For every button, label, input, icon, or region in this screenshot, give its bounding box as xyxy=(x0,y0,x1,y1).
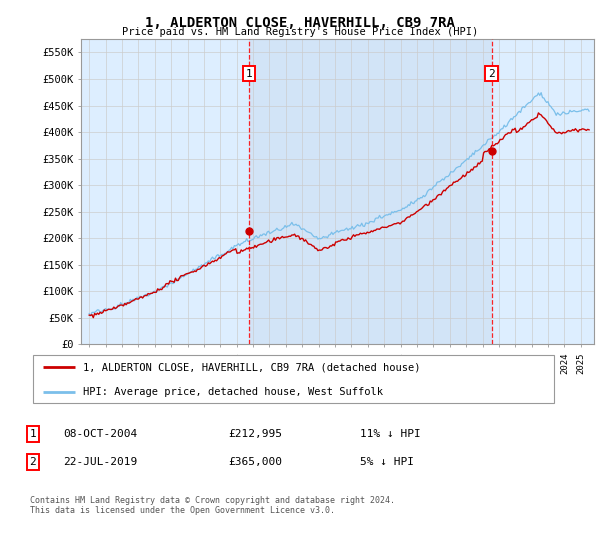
Text: Contains HM Land Registry data © Crown copyright and database right 2024.
This d: Contains HM Land Registry data © Crown c… xyxy=(30,496,395,515)
Text: 11% ↓ HPI: 11% ↓ HPI xyxy=(360,429,421,439)
Text: 22-JUL-2019: 22-JUL-2019 xyxy=(63,457,137,467)
Text: 1, ALDERTON CLOSE, HAVERHILL, CB9 7RA: 1, ALDERTON CLOSE, HAVERHILL, CB9 7RA xyxy=(145,16,455,30)
Text: 2: 2 xyxy=(29,457,37,467)
Text: £365,000: £365,000 xyxy=(228,457,282,467)
Text: 1, ALDERTON CLOSE, HAVERHILL, CB9 7RA (detached house): 1, ALDERTON CLOSE, HAVERHILL, CB9 7RA (d… xyxy=(83,362,420,372)
Text: 08-OCT-2004: 08-OCT-2004 xyxy=(63,429,137,439)
Text: Price paid vs. HM Land Registry's House Price Index (HPI): Price paid vs. HM Land Registry's House … xyxy=(122,27,478,37)
Text: £212,995: £212,995 xyxy=(228,429,282,439)
Text: HPI: Average price, detached house, West Suffolk: HPI: Average price, detached house, West… xyxy=(83,386,383,396)
Text: 1: 1 xyxy=(29,429,37,439)
FancyBboxPatch shape xyxy=(32,356,554,403)
Text: 1: 1 xyxy=(246,69,253,79)
Text: 5% ↓ HPI: 5% ↓ HPI xyxy=(360,457,414,467)
Text: 2: 2 xyxy=(488,69,495,79)
Bar xyxy=(250,39,491,344)
